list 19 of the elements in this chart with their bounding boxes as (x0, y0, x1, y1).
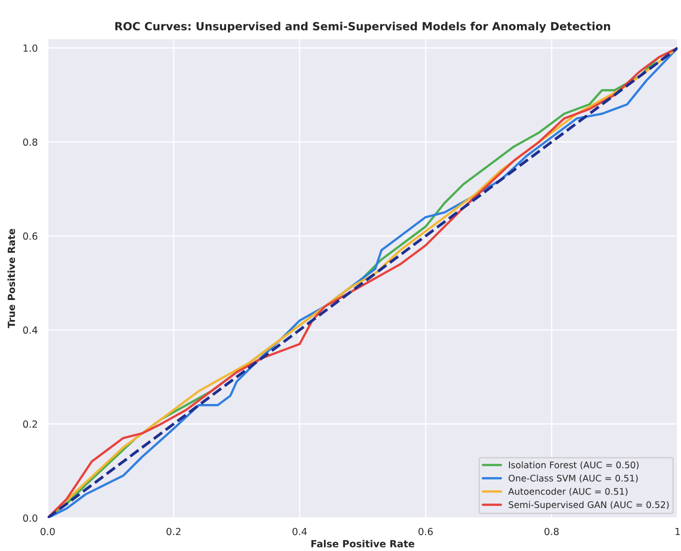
chart-title: ROC Curves: Unsupervised and Semi-Supervised Models for Anomaly Detection (115, 22, 610, 33)
y-tick-label: 0.2 (23, 420, 37, 428)
x-axis-title: False Positive Rate (311, 540, 414, 548)
legend-label: Isolation Forest (AUC = 0.50) (509, 461, 639, 470)
y-tick-label: 0.6 (23, 232, 38, 240)
y-axis-title: True Positive Rate (8, 228, 16, 328)
x-tick-label: 0.6 (418, 528, 433, 536)
x-tick-label: 0.0 (40, 528, 55, 536)
x-tick-label: 0.2 (166, 528, 180, 536)
y-tick-label: 0.4 (23, 326, 38, 334)
y-tick-label: 0.8 (23, 138, 38, 146)
x-tick-label: 0.8 (544, 528, 559, 536)
y-tick-label: 0.0 (23, 514, 38, 522)
legend-label: One-Class SVM (AUC = 0.51) (508, 474, 638, 483)
x-tick-label: 1 (676, 528, 680, 536)
y-tick-label: 1.0 (24, 44, 38, 52)
x-tick-label: 0.4 (292, 528, 307, 536)
legend-label: Autoencoder (AUC = 0.51) (508, 488, 628, 496)
legend-label: Semi-Supervised GAN (AUC = 0.52) (508, 501, 669, 510)
